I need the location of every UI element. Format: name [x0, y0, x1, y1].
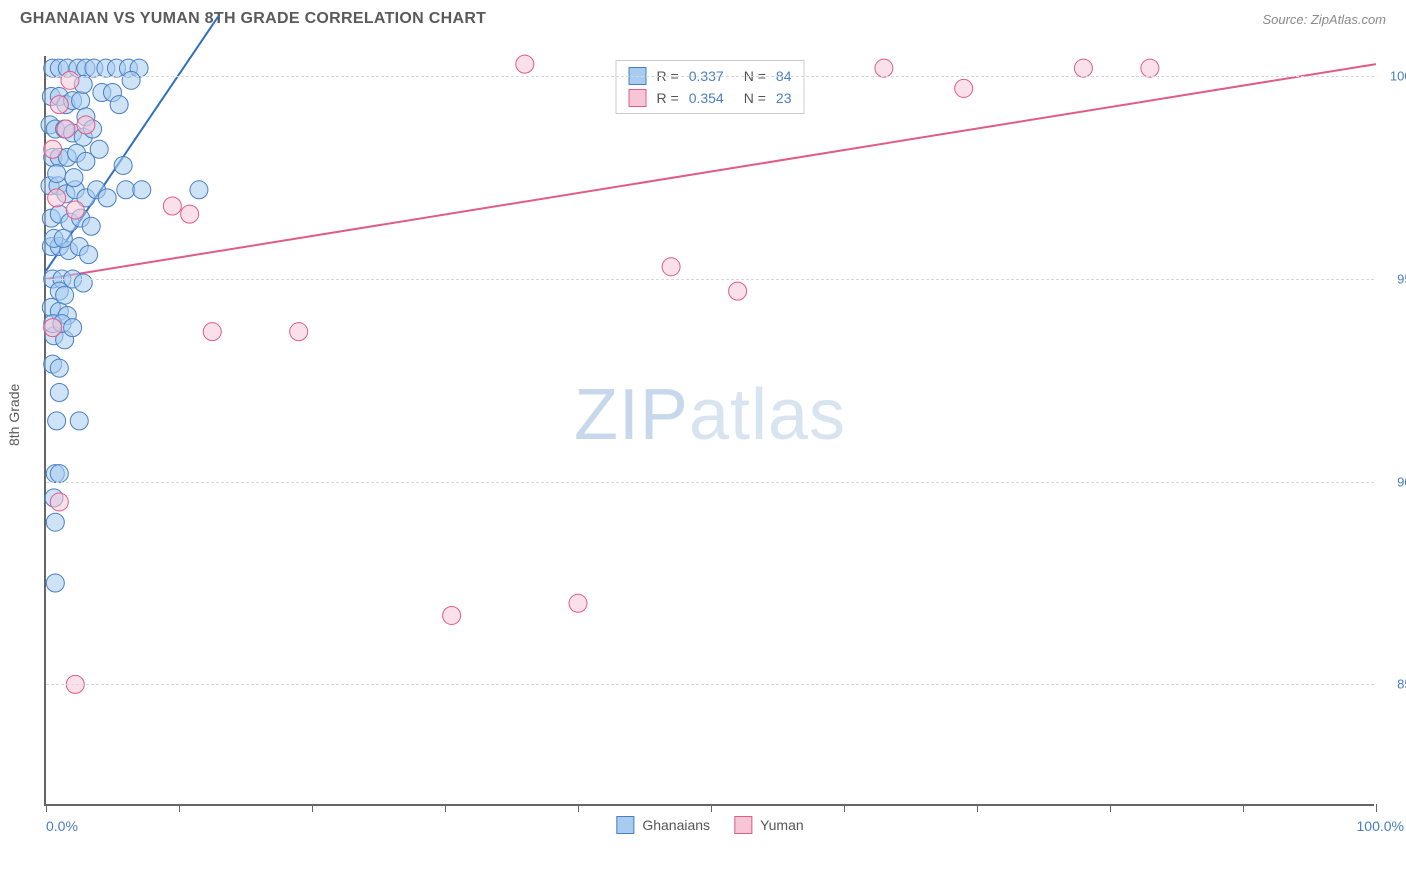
gridline [46, 76, 1374, 77]
bottom-legend-label: Yuman [760, 817, 804, 833]
legend-r-value: 0.354 [689, 90, 724, 106]
data-point [72, 92, 90, 110]
data-point [1074, 59, 1092, 77]
x-tick [977, 804, 978, 812]
data-point [64, 319, 82, 337]
y-tick-label: 100.0% [1390, 69, 1406, 84]
data-point [77, 116, 95, 134]
x-axis-min-label: 0.0% [46, 818, 78, 834]
data-point [48, 412, 66, 430]
data-point [117, 181, 135, 199]
y-tick-label: 95.0% [1397, 271, 1406, 286]
data-point [122, 71, 140, 89]
x-tick [578, 804, 579, 812]
data-point [70, 412, 88, 430]
legend-n-value: 23 [776, 90, 792, 106]
trend-line [46, 15, 219, 270]
data-point [114, 156, 132, 174]
data-point [163, 197, 181, 215]
data-point [190, 181, 208, 199]
bottom-legend: Ghanaians Yuman [616, 816, 803, 834]
data-point [50, 493, 68, 511]
gridline [46, 279, 1374, 280]
stats-legend: R =0.337N =84R =0.354N =23 [616, 60, 805, 114]
x-tick [179, 804, 180, 812]
data-point [516, 55, 534, 73]
data-point [65, 169, 83, 187]
data-point [50, 96, 68, 114]
data-point [48, 189, 66, 207]
chart-plot-area: ZIPatlas R =0.337N =84R =0.354N =23 0.0%… [44, 56, 1374, 806]
legend-swatch [734, 816, 752, 834]
x-tick [46, 804, 47, 812]
legend-r-label: R = [657, 90, 679, 106]
data-point [44, 319, 62, 337]
data-point [46, 513, 64, 531]
x-tick [1376, 804, 1377, 812]
data-point [90, 140, 108, 158]
data-point [98, 189, 116, 207]
data-point [57, 120, 75, 138]
data-point [133, 181, 151, 199]
scatter-svg [46, 56, 1374, 804]
data-point [181, 205, 199, 223]
x-axis-max-label: 100.0% [1357, 818, 1404, 834]
y-tick-label: 85.0% [1397, 677, 1406, 692]
data-point [80, 246, 98, 264]
legend-swatch [629, 89, 647, 107]
data-point [203, 323, 221, 341]
bottom-legend-item: Yuman [734, 816, 804, 834]
stats-legend-row: R = 0.354 N = 23 [629, 87, 792, 109]
data-point [44, 140, 62, 158]
data-point [110, 96, 128, 114]
data-point [662, 258, 680, 276]
y-axis-label: 8th Grade [6, 384, 22, 446]
data-point [875, 59, 893, 77]
gridline [46, 482, 1374, 483]
data-point [66, 201, 84, 219]
y-tick-label: 90.0% [1397, 474, 1406, 489]
data-point [54, 229, 72, 247]
legend-swatch [616, 816, 634, 834]
x-tick [1243, 804, 1244, 812]
x-tick [1110, 804, 1111, 812]
x-tick [711, 804, 712, 812]
x-tick [844, 804, 845, 812]
bottom-legend-item: Ghanaians [616, 816, 710, 834]
chart-title: GHANAIAN VS YUMAN 8TH GRADE CORRELATION … [20, 10, 486, 28]
data-point [56, 286, 74, 304]
data-point [729, 282, 747, 300]
data-point [569, 594, 587, 612]
data-point [290, 323, 308, 341]
data-point [50, 383, 68, 401]
data-point [50, 465, 68, 483]
data-point [74, 274, 92, 292]
data-point [48, 165, 66, 183]
x-tick [312, 804, 313, 812]
data-point [46, 574, 64, 592]
data-point [61, 71, 79, 89]
bottom-legend-label: Ghanaians [642, 817, 710, 833]
legend-n-label: N = [744, 90, 766, 106]
x-tick [445, 804, 446, 812]
data-point [955, 79, 973, 97]
gridline [46, 684, 1374, 685]
data-point [50, 359, 68, 377]
data-point [1141, 59, 1159, 77]
chart-source: Source: ZipAtlas.com [1262, 12, 1386, 27]
data-point [443, 606, 461, 624]
data-point [82, 217, 100, 235]
